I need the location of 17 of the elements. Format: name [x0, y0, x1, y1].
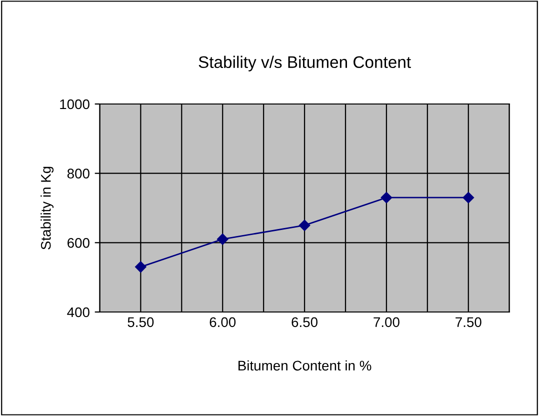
x-tick-label: 6.50 [292, 317, 318, 328]
point [380, 192, 392, 204]
point [462, 192, 474, 204]
point [135, 261, 146, 273]
y-tick-label: 400 [67, 307, 90, 318]
y-tick-label: 1000 [60, 99, 90, 110]
x-tick-label: 5.50 [128, 317, 154, 328]
point [217, 234, 228, 245]
y-tick-label: 600 [68, 238, 90, 248]
point [298, 220, 310, 231]
x-tick-label: 6.00 [210, 317, 236, 328]
x-axis-title: Bitumen Content in % [238, 360, 372, 371]
x-tick-label: 7.50 [456, 317, 482, 328]
x-tick-label: 7.00 [374, 317, 400, 328]
y-tick-label: 800 [67, 168, 90, 179]
chart-title: Stability v/s Bitumen Content [198, 56, 411, 72]
y-axis-title: Stability in Kg [40, 166, 54, 250]
